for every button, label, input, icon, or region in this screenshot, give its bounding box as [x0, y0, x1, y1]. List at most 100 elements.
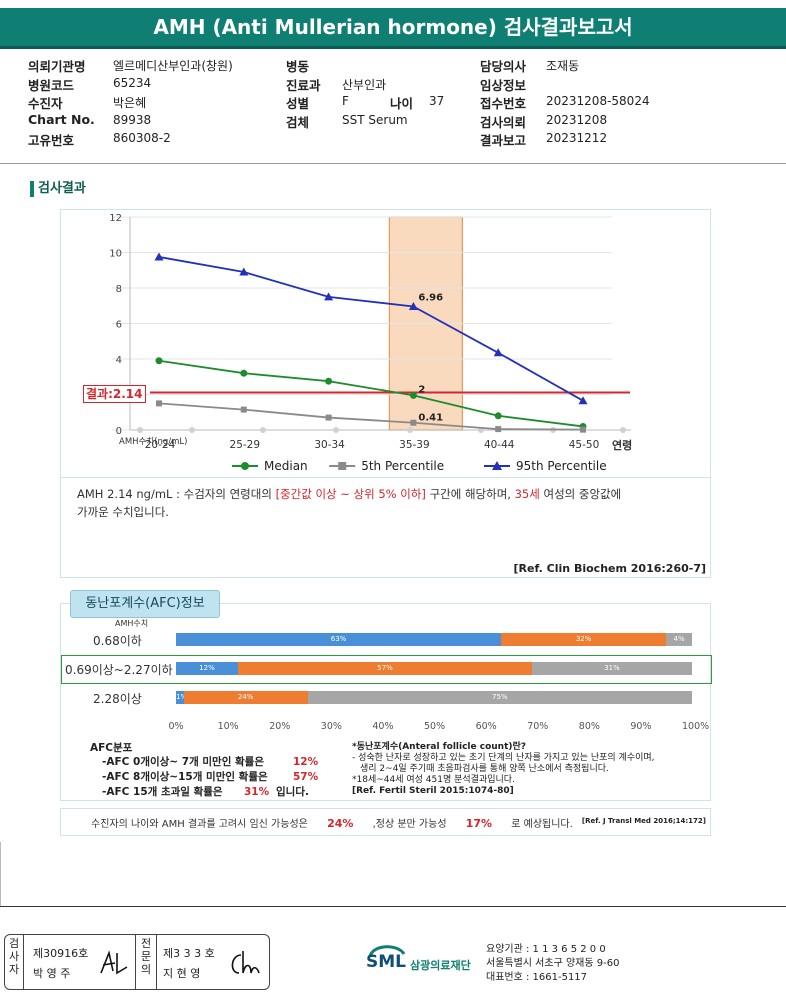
afc-def-line-3: *18세~44세 여성 451명 분석결과입니다. — [352, 775, 515, 785]
legend-marker — [338, 462, 347, 470]
median-point — [494, 412, 502, 420]
p95-point — [324, 292, 334, 301]
afc-row-label: 0.68이하 — [93, 634, 142, 648]
y-tick-label: 8 — [116, 284, 122, 295]
info-label: 검사의뢰 — [480, 114, 527, 130]
p95-point — [578, 396, 588, 405]
afc-bar-segment: 4% — [666, 633, 692, 646]
y-tick-label: 4 — [116, 355, 122, 366]
signer2-license: 제3 3 3 호 — [163, 947, 215, 960]
x-tick-label: 45-50 — [569, 439, 600, 451]
afc-bar-segment: 1% — [176, 691, 184, 704]
afc-def-ref: [Ref. Fertil Steril 2015:1074-80] — [352, 786, 514, 796]
x-tick-label: 30-34 — [314, 439, 345, 451]
patient-info: 의뢰기관명 엘르메디산부인과(창원) 병동 담당의사 조재동 병원코드 65234 진료과 산부… — [28, 56, 768, 149]
org-info: 요양기관 : 1 1 3 6 5 2 0 0 서울특별시 서초구 양재동 9-6… — [486, 943, 619, 985]
afc-dist-value: 31% — [244, 786, 270, 798]
afc-stacked-bar: 12% 57% 31% — [176, 662, 692, 675]
x-tick-label: 40-44 — [484, 439, 515, 451]
afc-dist-text: -AFC 0개이상~ 7개 미만인 확률은 — [102, 756, 264, 768]
info-value: SST Serum — [342, 112, 408, 127]
patient-info-row: 병원코드 65234 진료과 산부인과 임상정보 — [28, 75, 768, 94]
afc-bar-segment: 63% — [176, 633, 502, 646]
median-point — [155, 357, 163, 365]
info-label: 의뢰기관명 — [28, 59, 86, 74]
data-label: 0.41 — [418, 413, 443, 424]
info-value: F — [342, 94, 349, 108]
signer1-label: 검사자 — [8, 937, 20, 976]
margin-line — [0, 842, 1, 906]
preg-text-2: ,정상 분만 가능성 — [372, 819, 447, 830]
afc-x-tick: 80% — [578, 721, 600, 732]
afc-row-label: 2.28이상 — [93, 692, 142, 706]
logo-text: SML — [366, 952, 406, 972]
afc-bar-segment: 12% — [176, 662, 238, 675]
org-code: 요양기관 : 1 1 3 6 5 2 0 0 — [486, 944, 606, 955]
x-axis-dot — [620, 427, 626, 433]
info-label: 결과보고 — [480, 133, 527, 148]
org-logo: SML 삼광의료재단 — [364, 942, 471, 984]
afc-bar-segment: 24% — [183, 691, 308, 704]
interp-line-2: 가까운 수치입니다. — [77, 505, 169, 519]
afc-x-tick: 0% — [168, 721, 184, 732]
median-point — [240, 369, 248, 377]
x-tick-label: 25-29 — [230, 439, 261, 451]
x-axis-dot — [260, 427, 266, 433]
info-value: 20231208-58024 — [546, 94, 650, 108]
x-axis-dot — [407, 427, 413, 433]
afc-stacked-bar: 1%24%75% — [176, 691, 692, 704]
afc-distribution: AFC분포 -AFC 0개이상~ 7개 미만인 확률은 12% -AFC 8개이상~… — [90, 741, 350, 800]
preg-text-1: 수진자의 나이와 AMH 결과를 고려시 임신 가능성은 — [91, 819, 308, 830]
afc-dist-row: -AFC 0개이상~ 7개 미만인 확률은 12% — [90, 755, 350, 770]
info-label: Chart No. — [28, 111, 95, 127]
afc-x-tick: 20% — [269, 721, 291, 732]
info-label: 고유번호 — [28, 133, 75, 148]
interp-age: 35세 — [514, 487, 540, 501]
x-axis-label-left: AMH수치(ng/mL) — [119, 437, 187, 447]
info-value: 엘르메디산부인과(창원) — [113, 59, 233, 73]
legend-marker — [241, 462, 249, 470]
pregnancy-panel: 수진자의 나이와 AMH 결과를 고려시 임신 가능성은 24% ,정상 분만 … — [60, 808, 711, 836]
afc-definition: *동난포계수(Anteral follicle count)란? - 성숙한 난… — [352, 742, 702, 797]
y-tick-label: 10 — [109, 249, 122, 260]
org-phone: 대표번호 : 1661-5117 — [486, 972, 588, 983]
info-value: 89938 — [113, 112, 152, 127]
info-label: 병원코드 — [28, 77, 75, 93]
interpretation-panel: AMH 2.14 ng/mL : 수검자의 연령대의 [중간값 이상 ~ 상위 … — [60, 477, 711, 578]
org-name: 삼광의료재단 — [410, 959, 471, 972]
data-label: 2 — [418, 384, 425, 395]
afc-x-tick: 40% — [372, 721, 394, 732]
x-tick-label: 35-39 — [399, 439, 430, 451]
y-tick-label: 0 — [116, 426, 122, 437]
preg-value-1: 24% — [327, 817, 354, 830]
legend-label: 5th Percentile — [361, 459, 444, 473]
x-axis-dot — [189, 427, 195, 433]
signer1-license: 제30916호 — [33, 947, 89, 960]
afc-dist-value: 12% — [293, 756, 319, 768]
afc-dist-row: -AFC 8개이상~15개 미만인 확률은 57% — [90, 770, 350, 785]
signer1-name: 박 영 주 — [33, 967, 71, 980]
afc-x-axis: 0% 10% 20% 30% 40% 50% 60% 70% 80% 90% 100% — [0, 721, 786, 735]
data-label: 6.96 — [418, 292, 443, 303]
age-value: 37 — [429, 94, 445, 108]
p5-point — [410, 419, 417, 426]
interp-text-1: AMH 2.14 ng/mL : 수검자의 연령대의 — [77, 487, 276, 501]
info-value: 박은혜 — [113, 96, 147, 110]
afc-header: AMH수치 — [115, 619, 149, 628]
info-value: 65234 — [113, 75, 152, 90]
patient-info-row: 고유번호 860308-2 결과보고 20231212 — [28, 130, 768, 149]
afc-x-tick: 90% — [630, 721, 652, 732]
afc-row-label: 0.69이상~2.27이하 — [65, 663, 173, 677]
afc-x-tick: 30% — [320, 721, 342, 732]
info-label: 검체 — [286, 114, 310, 130]
afc-x-tick: 70% — [527, 721, 549, 732]
afc-tab: 동난포계수(AFC)정보 — [70, 590, 220, 618]
legend-marker — [492, 461, 502, 470]
afc-def-line-1: - 성숙한 난자로 성장하고 있는 초기 단계의 난자를 가지고 있는 난포의 … — [352, 753, 655, 763]
legend-label: Median — [264, 459, 308, 473]
p95-point — [408, 301, 418, 310]
sml-logo-icon — [368, 945, 406, 957]
patient-info-row: 수진자 박은혜 성별 F 접수번호 20231208-58024 나이 37 — [28, 93, 768, 112]
series-line-median — [158, 359, 584, 428]
info-label: 진료과 — [286, 77, 321, 93]
